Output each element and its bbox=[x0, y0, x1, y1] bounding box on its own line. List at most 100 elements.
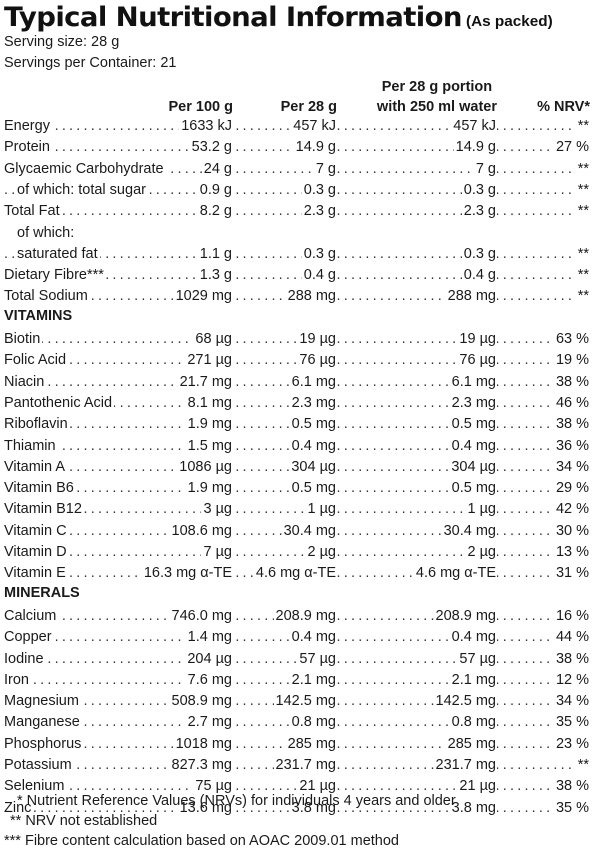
value-nrv: 16 % bbox=[553, 605, 590, 627]
nutrient-name: Energy bbox=[4, 116, 52, 137]
nutrient-name: Vitamin E bbox=[4, 563, 68, 585]
value-per-portion: 457 kJ bbox=[451, 116, 497, 137]
leader-dots: ........................................… bbox=[4, 331, 588, 347]
table-row: ........................................… bbox=[0, 605, 600, 627]
nutrient-name: Iron bbox=[4, 669, 31, 691]
value-per-28g: 2.3 g bbox=[301, 201, 337, 223]
value-nrv: 35 % bbox=[553, 712, 590, 734]
leader-dots: ........................................… bbox=[4, 650, 588, 667]
nutrient-name: Vitamin A bbox=[4, 456, 67, 478]
value-per-28g: 30.4 mg bbox=[281, 520, 337, 542]
value-per-28g: 0.4 mg bbox=[289, 435, 337, 457]
nutrient-name: Calcium bbox=[4, 605, 59, 627]
value-nrv: 38 % bbox=[553, 371, 590, 393]
column-header-per-100g: Per 100 g bbox=[168, 99, 234, 115]
value-per-portion: 2 µg bbox=[465, 542, 497, 563]
value-per-portion: 0.8 mg bbox=[449, 712, 497, 734]
table-row: ........................................… bbox=[0, 350, 600, 372]
value-nrv: ** bbox=[575, 179, 590, 201]
nutrient-name: Vitamin C bbox=[4, 520, 69, 542]
value-per-28g: 2 µg bbox=[305, 542, 337, 563]
serving-size: Serving size: 28 g bbox=[4, 34, 120, 50]
value-nrv: 27 % bbox=[553, 137, 590, 159]
value-nrv: ** bbox=[575, 116, 590, 137]
table-row: ........................................… bbox=[0, 755, 600, 776]
nutrient-name: Pantothenic Acid bbox=[4, 392, 115, 414]
value-per-100g: 1.1 g bbox=[197, 243, 233, 265]
table-row: ........................................… bbox=[0, 669, 600, 691]
nutrient-name: Vitamin D bbox=[4, 542, 69, 563]
table-row: ........................................… bbox=[0, 392, 600, 414]
value-per-28g: 1 µg bbox=[305, 499, 337, 521]
value-per-100g: 108.6 mg bbox=[169, 520, 233, 542]
value-per-portion: 285 mg bbox=[445, 733, 497, 755]
value-per-portion: 1 µg bbox=[465, 499, 497, 521]
table-row: ........................................… bbox=[0, 542, 600, 563]
value-per-28g: 285 mg bbox=[285, 733, 337, 755]
value-per-100g: 8.1 mg bbox=[185, 392, 233, 414]
value-per-portion: 0.5 mg bbox=[449, 478, 497, 500]
value-nrv: 23 % bbox=[553, 733, 590, 755]
value-per-portion: 304 µg bbox=[449, 456, 497, 478]
value-per-28g: 14.9 g bbox=[293, 137, 337, 159]
value-per-portion: 7 g bbox=[473, 158, 497, 180]
leader-dots: ........................................… bbox=[4, 203, 588, 220]
value-per-100g: 204 µg bbox=[185, 648, 233, 670]
value-per-100g: 1018 mg bbox=[173, 733, 233, 755]
value-per-100g: 3 µg bbox=[201, 499, 233, 521]
value-per-100g: 271 µg bbox=[185, 350, 233, 372]
value-per-100g: 1.9 mg bbox=[185, 478, 233, 500]
value-per-portion: 76 µg bbox=[457, 350, 497, 372]
leader-dots: ........................................… bbox=[4, 181, 588, 198]
value-per-100g: 0.9 g bbox=[197, 179, 233, 201]
value-nrv: ** bbox=[575, 158, 590, 180]
value-per-100g: 746.0 mg bbox=[169, 605, 233, 627]
value-per-100g: 1086 µg bbox=[177, 456, 233, 478]
value-per-28g: 21 µg bbox=[297, 776, 337, 798]
value-nrv: 46 % bbox=[553, 392, 590, 414]
nutrient-name: Dietary Fibre*** bbox=[4, 265, 106, 287]
value-per-portion: 0.3 g bbox=[461, 179, 497, 201]
value-per-28g: 3.8 mg bbox=[289, 797, 337, 819]
value-per-portion: 30.4 mg bbox=[441, 520, 497, 542]
column-header-portion-line2: with 250 ml water bbox=[376, 99, 497, 115]
nutrient-name: Copper bbox=[4, 627, 54, 649]
table-row: ........................................… bbox=[0, 648, 600, 670]
title-subtitle: (As packed) bbox=[466, 13, 553, 30]
value-per-portion: 231.7 mg bbox=[433, 755, 497, 776]
nutrient-name: Vitamin B6 bbox=[4, 478, 76, 500]
value-per-100g: 1.9 mg bbox=[185, 414, 233, 436]
value-per-portion: 21 µg bbox=[457, 776, 497, 798]
table-row: ........................................… bbox=[0, 265, 600, 287]
value-nrv: 38 % bbox=[553, 648, 590, 670]
value-per-100g: 24 g bbox=[201, 158, 233, 180]
value-per-28g: 0.4 mg bbox=[289, 627, 337, 649]
nutrient-name: Zinc bbox=[4, 797, 34, 819]
value-per-100g: 7 µg bbox=[201, 542, 233, 563]
value-per-28g: 6.1 mg bbox=[289, 371, 337, 393]
nutrient-name: saturated fat bbox=[17, 243, 100, 265]
footnote-not-established: ** NRV not established bbox=[10, 813, 158, 829]
table-row: ........................................… bbox=[0, 371, 600, 393]
column-header-portion: Per 28 g portion with 250 ml water bbox=[377, 77, 497, 117]
nutrient-name: Manganese bbox=[4, 712, 82, 734]
value-per-100g: 1029 mg bbox=[173, 286, 233, 308]
value-nrv: ** bbox=[575, 243, 590, 265]
value-per-100g: 1633 kJ bbox=[179, 116, 233, 137]
value-per-100g: 1.5 mg bbox=[185, 435, 233, 457]
nutrient-name: Biotin bbox=[4, 329, 43, 350]
table-row: ........................................… bbox=[0, 286, 600, 308]
value-per-portion: 57 µg bbox=[457, 648, 497, 670]
value-per-100g: 75 µg bbox=[193, 776, 233, 798]
leader-dots: ........................................… bbox=[4, 501, 588, 518]
value-per-28g: 2.1 mg bbox=[289, 669, 337, 691]
value-per-100g: 508.9 mg bbox=[169, 691, 233, 713]
leader-dots: ........................................… bbox=[4, 245, 588, 262]
footnote-fibre: *** Fibre content calculation based on A… bbox=[4, 833, 399, 849]
value-per-portion: 0.4 mg bbox=[449, 435, 497, 457]
section-heading-minerals: MINERALS bbox=[4, 584, 80, 601]
value-per-portion: 208.9 mg bbox=[433, 605, 497, 627]
value-nrv: 35 % bbox=[553, 797, 590, 819]
value-per-28g: 457 kJ bbox=[291, 116, 337, 137]
nutrient-name: Selenium bbox=[4, 776, 67, 798]
